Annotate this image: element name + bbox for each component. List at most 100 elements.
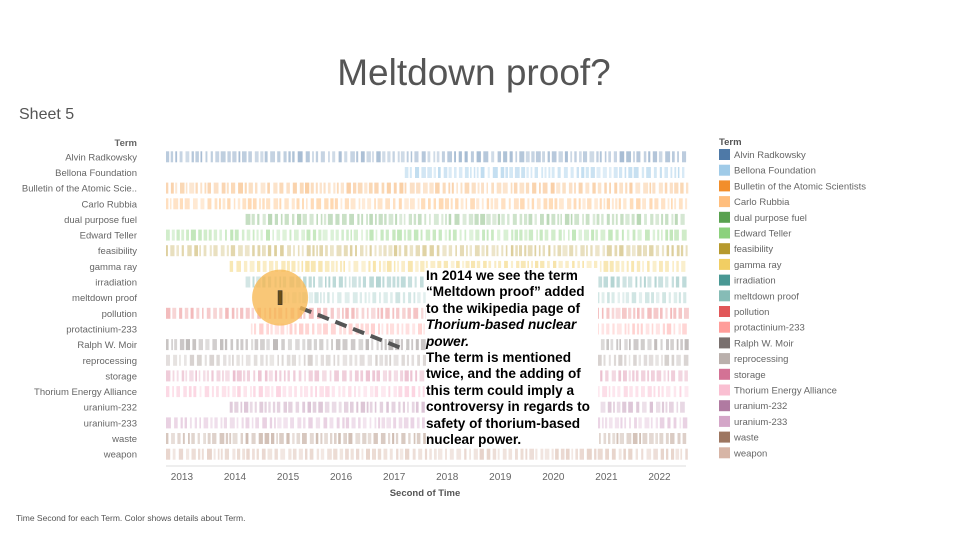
- time-mark: [680, 213, 685, 225]
- highlight-mark: [277, 290, 283, 305]
- time-mark: [632, 370, 635, 382]
- time-mark: [494, 198, 499, 210]
- time-mark: [551, 448, 554, 460]
- time-mark: [465, 260, 470, 272]
- time-mark: [388, 433, 391, 444]
- legend-swatch: [719, 415, 730, 427]
- time-mark: [584, 229, 589, 241]
- time-mark: [336, 182, 339, 194]
- time-mark: [401, 354, 405, 366]
- time-mark: [182, 433, 185, 444]
- time-mark: [282, 229, 287, 241]
- time-mark: [302, 339, 306, 351]
- time-mark: [343, 260, 345, 272]
- time-mark: [361, 448, 364, 460]
- time-mark: [339, 323, 342, 335]
- time-mark: [337, 354, 340, 366]
- time-mark: [396, 276, 400, 288]
- time-mark: [413, 292, 416, 304]
- time-mark: [569, 245, 574, 257]
- time-mark: [671, 198, 673, 210]
- time-mark: [243, 260, 248, 272]
- time-mark: [605, 370, 609, 382]
- time-mark: [594, 260, 598, 272]
- legend-item: weapon: [719, 447, 767, 459]
- time-mark: [171, 339, 173, 351]
- time-mark: [408, 213, 412, 225]
- annotation-connector: [299, 305, 407, 352]
- legend-label: storage: [734, 370, 766, 381]
- time-mark: [631, 260, 635, 272]
- time-mark: [679, 386, 682, 398]
- time-mark: [203, 245, 207, 257]
- time-mark: [316, 198, 322, 210]
- time-mark: [353, 260, 359, 272]
- time-mark: [400, 370, 404, 382]
- time-mark: [303, 354, 306, 366]
- time-mark: [462, 260, 465, 272]
- time-mark: [199, 386, 202, 398]
- time-mark: [277, 354, 279, 366]
- time-mark: [344, 292, 350, 304]
- time-mark: [259, 323, 264, 335]
- time-mark: [379, 354, 384, 366]
- time-mark: [470, 151, 474, 163]
- time-mark: [595, 229, 598, 241]
- time-mark: [342, 339, 348, 351]
- time-mark: [544, 167, 547, 178]
- time-mark: [349, 370, 353, 382]
- time-mark: [416, 182, 421, 194]
- time-mark: [649, 245, 654, 257]
- time-mark: [254, 151, 259, 163]
- time-mark: [346, 182, 351, 194]
- time-mark: [649, 433, 654, 444]
- time-mark: [317, 323, 322, 335]
- time-mark: [350, 198, 356, 210]
- time-mark: [245, 276, 251, 288]
- time-mark: [674, 198, 677, 210]
- time-mark: [279, 198, 282, 210]
- x-tick-label: 2020: [542, 472, 565, 483]
- time-mark: [246, 370, 250, 382]
- time-mark: [629, 339, 631, 351]
- time-mark: [619, 167, 623, 178]
- time-mark: [486, 182, 488, 194]
- time-mark: [635, 448, 638, 460]
- time-mark: [385, 307, 390, 319]
- time-mark: [377, 307, 380, 319]
- time-mark: [674, 213, 678, 225]
- time-mark: [661, 229, 663, 241]
- time-mark: [421, 307, 424, 319]
- time-mark: [524, 229, 528, 241]
- time-mark: [320, 151, 325, 163]
- time-mark: [464, 448, 467, 460]
- time-mark: [425, 260, 428, 272]
- time-mark: [623, 386, 628, 398]
- time-mark: [319, 245, 323, 257]
- time-mark: [403, 229, 407, 241]
- time-mark: [241, 417, 244, 429]
- time-mark: [683, 354, 689, 366]
- time-mark: [205, 339, 210, 351]
- time-mark: [195, 370, 197, 382]
- time-mark: [618, 354, 623, 366]
- time-mark: [166, 448, 171, 460]
- time-mark: [360, 151, 365, 163]
- time-mark: [358, 386, 361, 398]
- legend-swatch: [719, 164, 730, 176]
- time-mark: [372, 370, 376, 382]
- time-mark: [301, 245, 304, 257]
- time-mark: [617, 292, 620, 304]
- time-mark: [404, 167, 409, 178]
- time-mark: [179, 339, 185, 351]
- time-mark: [659, 167, 662, 178]
- time-mark: [232, 433, 238, 444]
- time-mark: [420, 229, 423, 241]
- time-mark: [378, 245, 382, 257]
- x-tick-label: 2014: [224, 472, 247, 483]
- time-mark: [318, 260, 323, 272]
- time-mark: [456, 182, 458, 194]
- time-mark: [306, 198, 308, 210]
- time-mark: [193, 386, 197, 398]
